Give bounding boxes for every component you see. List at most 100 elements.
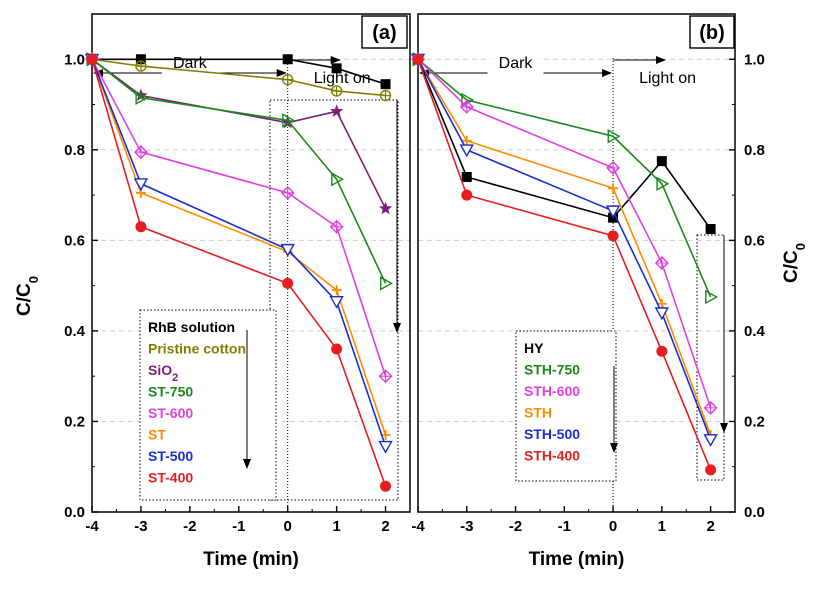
dark-label-bg bbox=[487, 59, 544, 75]
legend-entry: ST-750 bbox=[148, 384, 193, 400]
data-point bbox=[461, 135, 472, 146]
x-tick-label: 1 bbox=[332, 518, 340, 535]
data-point bbox=[654, 307, 670, 321]
x-tick-label: -4 bbox=[411, 518, 425, 535]
data-point bbox=[656, 298, 667, 309]
y-tick-label: 1.0 bbox=[64, 51, 85, 68]
data-point bbox=[280, 243, 295, 257]
plot-frame bbox=[417, 13, 736, 513]
final-points-box bbox=[696, 234, 725, 481]
data-point bbox=[133, 145, 148, 160]
data-point bbox=[461, 92, 475, 108]
data-point bbox=[282, 277, 294, 289]
data-point bbox=[378, 440, 393, 454]
x-tick-label: 0 bbox=[609, 518, 617, 535]
y-tick-label: 0.8 bbox=[744, 142, 765, 159]
x-tick-label: 1 bbox=[658, 518, 666, 535]
x-tick-label: 2 bbox=[706, 518, 714, 535]
data-point bbox=[331, 172, 345, 187]
y-axis-title-right: C/C0 bbox=[781, 243, 808, 283]
legend-entry: STH-750 bbox=[524, 362, 580, 378]
panel-label: (b) bbox=[699, 22, 725, 44]
y-tick-label: 0.0 bbox=[64, 504, 85, 521]
legend-entry: RhB solution bbox=[148, 319, 235, 335]
plot-frame bbox=[91, 13, 411, 513]
y-tick-label: 1.0 bbox=[744, 51, 765, 68]
legend-entry: SiO2 bbox=[148, 362, 178, 384]
data-point bbox=[133, 178, 149, 192]
data-point bbox=[282, 54, 293, 65]
legend-box bbox=[139, 309, 277, 501]
y-tick-label: 0.4 bbox=[744, 323, 766, 340]
data-point bbox=[135, 60, 147, 72]
data-point bbox=[607, 129, 621, 144]
data-point bbox=[703, 434, 718, 448]
data-point bbox=[654, 256, 669, 270]
data-point bbox=[705, 224, 716, 235]
data-point bbox=[331, 63, 342, 74]
legend-entry: ST-400 bbox=[148, 470, 193, 486]
legend-entry: HY bbox=[524, 340, 544, 356]
data-point bbox=[608, 183, 619, 194]
data-point bbox=[281, 73, 294, 86]
legend-entry: STH-500 bbox=[524, 426, 580, 442]
y-axis-title-left-text: C/C0 bbox=[14, 276, 41, 316]
x-tick-label: 2 bbox=[381, 518, 389, 535]
data-point bbox=[459, 99, 474, 114]
data-point bbox=[656, 176, 670, 191]
data-point bbox=[607, 230, 619, 242]
light-label: Light on bbox=[314, 70, 371, 87]
x-axis-title: Time (min) bbox=[529, 549, 625, 570]
data-point bbox=[412, 53, 424, 65]
data-point bbox=[606, 160, 621, 175]
x-tick-label: -2 bbox=[509, 518, 522, 535]
data-point bbox=[705, 289, 719, 305]
data-point bbox=[703, 400, 718, 415]
series-sth-750 bbox=[412, 52, 719, 305]
data-point bbox=[705, 464, 717, 476]
panel-label: (a) bbox=[372, 22, 396, 44]
panel-label-box bbox=[689, 15, 735, 49]
series-st-400 bbox=[86, 53, 392, 492]
data-point bbox=[459, 144, 474, 158]
legend-entry: ST-500 bbox=[148, 448, 193, 464]
series-line bbox=[417, 58, 712, 298]
x-axis-title: Time (min) bbox=[203, 549, 299, 570]
data-point bbox=[329, 219, 344, 234]
data-point bbox=[135, 54, 146, 65]
legend-entry: STH-400 bbox=[524, 448, 580, 464]
y-tick-label: 0.6 bbox=[744, 232, 765, 249]
data-point bbox=[282, 113, 296, 128]
dark-label-bg bbox=[161, 59, 218, 75]
data-point bbox=[329, 104, 344, 117]
data-point bbox=[380, 79, 391, 90]
data-point bbox=[461, 189, 473, 201]
y-tick-label: 0.0 bbox=[744, 504, 765, 521]
y-axis-title-left: C/C0 bbox=[14, 276, 41, 316]
data-point bbox=[331, 343, 343, 355]
y-tick-label: 0.6 bbox=[64, 232, 85, 249]
series-line bbox=[91, 58, 387, 284]
data-point bbox=[280, 185, 295, 200]
x-tick-label: -3 bbox=[134, 518, 147, 535]
x-tick-label: 0 bbox=[284, 518, 292, 535]
legend-entry: ST-600 bbox=[148, 405, 193, 421]
data-point bbox=[605, 205, 621, 219]
data-point bbox=[378, 369, 393, 384]
data-point bbox=[378, 201, 393, 215]
data-point bbox=[380, 480, 392, 492]
data-point bbox=[330, 85, 343, 97]
panel-label-box bbox=[361, 15, 408, 49]
dark-label: Dark bbox=[499, 55, 534, 72]
data-point bbox=[380, 276, 393, 291]
x-tick-label: -3 bbox=[460, 518, 473, 535]
y-tick-label: 0.4 bbox=[64, 323, 86, 340]
data-point bbox=[656, 156, 667, 167]
data-point bbox=[331, 285, 342, 296]
legend-entry: STH-600 bbox=[524, 383, 580, 399]
data-point bbox=[135, 221, 147, 233]
data-point bbox=[281, 115, 295, 129]
series-sth-400 bbox=[412, 53, 717, 476]
